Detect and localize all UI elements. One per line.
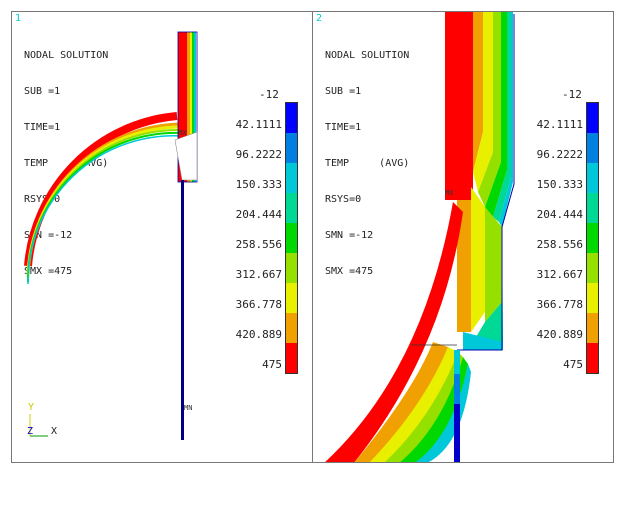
legend-level-label: 258.556: [536, 238, 583, 251]
contour-band-teal: [27, 134, 184, 285]
block-outline: [457, 14, 515, 351]
info-line: TEMP (AVG): [24, 158, 109, 169]
legend-swatch: [286, 163, 297, 193]
info-line: TIME=1: [325, 122, 362, 133]
viewport-2[interactable]: MX 2 NODAL SOLUTION SUB =1 TIME=1 TEMP (…: [312, 11, 614, 463]
shell-yellow: [369, 347, 458, 462]
block-teal: [463, 332, 503, 350]
pipe-red: [178, 32, 187, 182]
solution-info: NODAL SOLUTION SUB =1 TIME=1 TEMP (AVG) …: [325, 26, 409, 302]
mx-marker: MX: [178, 129, 187, 137]
info-line: RSYS=0: [24, 194, 61, 205]
info-line: SMN =-12: [325, 230, 374, 241]
rod-cyan: [454, 350, 460, 374]
legend-labels: 42.1111 96.2222 150.333 204.444 258.556 312.6…: [500, 110, 583, 380]
legend-min-label: -12: [562, 88, 582, 101]
legend-swatch: [587, 103, 598, 133]
legend-level-label: 150.333: [235, 178, 282, 191]
legend-level-label: 150.333: [536, 178, 583, 191]
rod-blue-light: [454, 374, 460, 404]
info-line: NODAL SOLUTION: [24, 50, 109, 61]
info-line: TEMP (AVG): [325, 158, 410, 169]
zoomed-contour-plot: MX: [325, 12, 515, 462]
pipe-yellow: [473, 12, 493, 192]
rod: [181, 180, 184, 440]
triad-x-label: X: [51, 426, 58, 437]
legend-level-label: 420.889: [235, 328, 282, 341]
legend-swatch: [587, 223, 598, 253]
legend-level-label: 475: [262, 358, 282, 371]
legend-swatch: [286, 343, 297, 373]
triad-axes-icon: [29, 414, 48, 437]
rod-blue: [454, 404, 460, 462]
legend-swatch: [286, 223, 297, 253]
shell-red: [325, 202, 463, 462]
legend-level-label: 366.778: [536, 298, 583, 311]
legend-level-label: 312.667: [235, 268, 282, 281]
pipe-edge: [177, 31, 198, 183]
pipe-orange: [187, 32, 190, 182]
pipe-cyan: [499, 12, 513, 227]
legend-swatch: [286, 283, 297, 313]
block-red: [457, 200, 471, 332]
legend-level-label: 96.2222: [536, 148, 583, 161]
triad-y-label: Y: [28, 402, 35, 413]
legend-swatch: [587, 163, 598, 193]
pipe-green: [192, 32, 194, 182]
info-line: NODAL SOLUTION: [325, 50, 410, 61]
info-line: TIME=1: [24, 122, 61, 133]
block-green: [473, 227, 503, 342]
pipe-teal: [194, 32, 196, 182]
legend-color-bar: [586, 102, 599, 374]
legend-level-label: 475: [563, 358, 583, 371]
shell-orange: [354, 342, 448, 462]
model-contour-plot: MX MN: [24, 31, 198, 440]
mn-marker: MN: [184, 404, 192, 412]
solution-info: NODAL SOLUTION SUB =1 TIME=1 TEMP (AVG) …: [24, 26, 108, 302]
legend-level-label: 96.2222: [235, 148, 282, 161]
legend-swatch: [286, 193, 297, 223]
legend-level-label: 366.778: [235, 298, 282, 311]
legend-level-label: 204.444: [536, 208, 583, 221]
pipe-teal: [493, 12, 511, 222]
legend-swatch: [587, 313, 598, 343]
info-line: SUB =1: [325, 86, 362, 97]
legend-swatch: [587, 283, 598, 313]
pipe-green: [485, 12, 507, 217]
window-number: 2: [316, 13, 323, 24]
legend-min-label: -12: [259, 88, 279, 101]
legend-labels: 42.1111 96.2222 150.333 204.444 258.556 312.6…: [200, 110, 282, 380]
info-line: SMX =475: [24, 266, 73, 277]
legend-level-label: 204.444: [235, 208, 282, 221]
pipe-orange: [473, 12, 483, 172]
info-line: SUB =1: [24, 86, 61, 97]
legend-swatch: [286, 253, 297, 283]
mx-marker: MX: [445, 189, 454, 197]
block-yellow: [471, 187, 485, 332]
window-number: 1: [15, 13, 22, 24]
pipe-lime: [478, 12, 501, 207]
legend-swatch: [587, 193, 598, 223]
junction-block: [174, 131, 198, 181]
viewport-1[interactable]: 1 NODAL SOLUTION SUB =1 TIME=1 TEMP (AVG…: [11, 11, 313, 463]
legend-level-label: 42.1111: [536, 118, 583, 131]
legend-swatch: [587, 253, 598, 283]
info-line: SMX =475: [325, 266, 374, 277]
triad-z-label: Z: [27, 426, 34, 437]
legend-level-label: 42.1111: [235, 118, 282, 131]
legend-color-bar: [285, 102, 298, 374]
pipe-yellow: [190, 32, 192, 182]
pipe-red: [445, 12, 473, 200]
legend-swatch: [286, 103, 297, 133]
legend-swatch: [286, 313, 297, 343]
legend-swatch: [587, 343, 598, 373]
info-line: RSYS=0: [325, 194, 362, 205]
legend-level-label: 258.556: [235, 238, 282, 251]
legend-swatch: [286, 133, 297, 163]
legend-level-label: 420.889: [536, 328, 583, 341]
legend-swatch: [587, 133, 598, 163]
legend-level-label: 312.667: [536, 268, 583, 281]
block-lime: [485, 207, 502, 322]
